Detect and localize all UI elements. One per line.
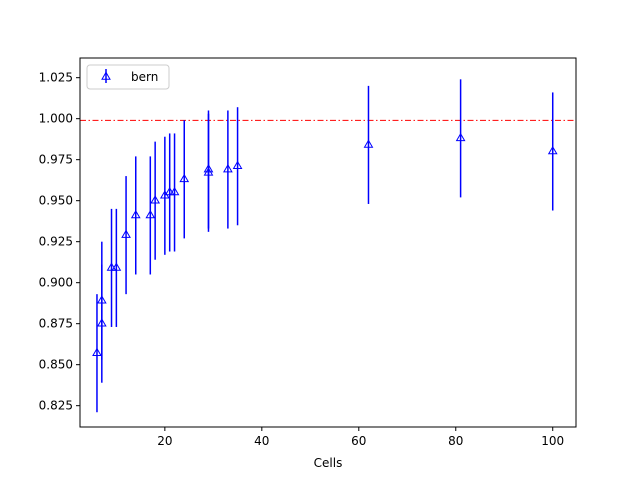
data-point-marker	[106, 262, 117, 271]
y-tick-label: 0.900	[39, 276, 73, 290]
data-point-marker	[455, 132, 466, 142]
x-tick-label: 100	[541, 434, 564, 448]
legend-box	[86, 64, 170, 90]
y-tick-label: 1.025	[39, 71, 73, 85]
data-point-marker	[169, 186, 180, 196]
data-point-marker	[547, 145, 558, 155]
data-point-marker	[232, 160, 243, 170]
data-point-marker	[363, 139, 374, 148]
data-point-marker	[150, 195, 161, 204]
data-layer	[92, 79, 558, 413]
y-tick-label: 0.925	[39, 235, 73, 249]
y-tick-label: 0.950	[39, 194, 73, 208]
data-point-marker	[164, 186, 175, 196]
y-axis: 0.825 0.850 0.875 0.900 0.925 0.950 0.975 1.000…	[39, 71, 80, 413]
x-tick-label: 60	[351, 434, 366, 448]
data-point-marker	[223, 163, 233, 173]
legend-label: bern	[131, 70, 158, 84]
data-point-marker	[121, 229, 131, 238]
y-tick-label: 1.000	[39, 112, 73, 126]
data-point-marker	[92, 347, 102, 356]
data-point-marker	[96, 295, 107, 304]
plot-frame	[79, 57, 577, 428]
x-tick-label: 40	[254, 434, 269, 448]
x-tick-label: 20	[157, 434, 172, 448]
legend-marker	[101, 71, 111, 80]
y-tick-label: 0.975	[39, 153, 73, 167]
data-point-marker	[111, 262, 122, 271]
data-point-marker	[130, 209, 141, 219]
x-axis-title: Cells	[314, 456, 343, 470]
x-tick-label: 80	[448, 434, 463, 448]
y-tick-label: 0.850	[39, 358, 73, 372]
data-point-marker	[203, 163, 214, 173]
legend: bern	[86, 64, 170, 90]
y-tick-label: 0.875	[39, 317, 73, 331]
x-axis: 20 40 60 80 100	[157, 427, 564, 448]
y-tick-label: 0.825	[39, 399, 73, 413]
data-point-marker	[145, 209, 156, 219]
data-point-marker	[179, 173, 190, 183]
